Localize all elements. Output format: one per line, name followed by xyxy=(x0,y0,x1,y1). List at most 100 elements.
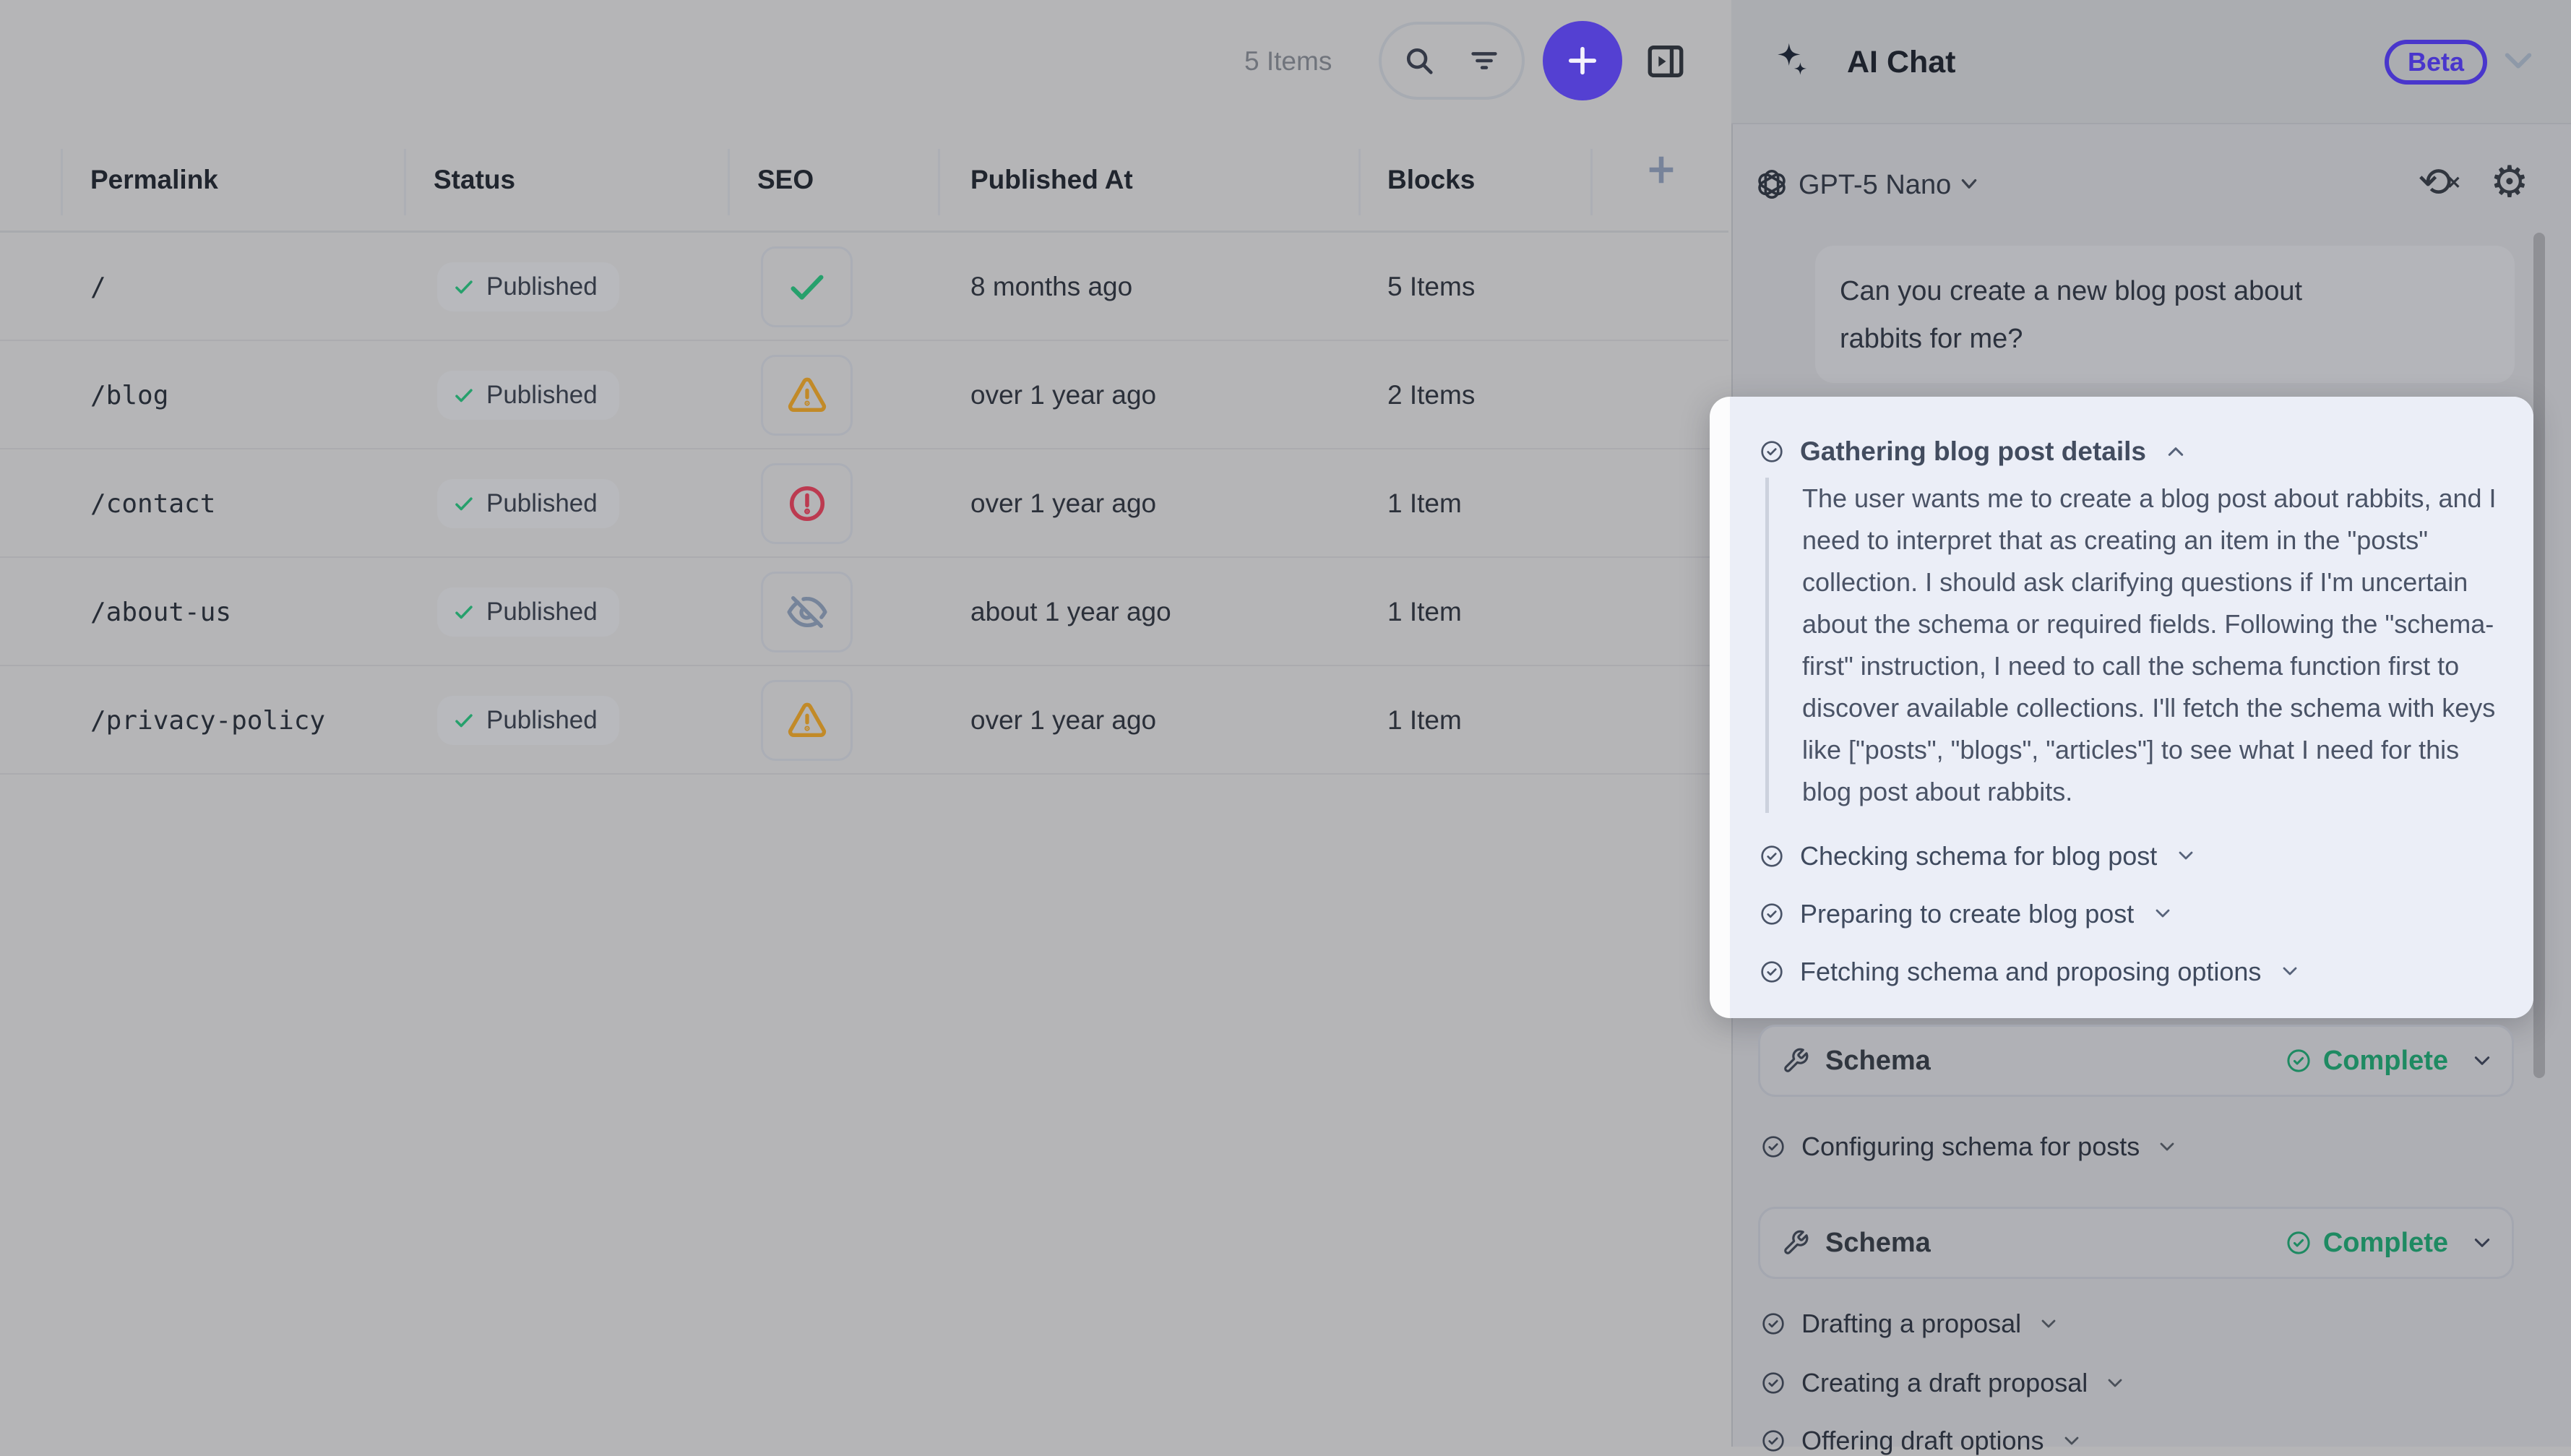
seo-status-hidden[interactable] xyxy=(761,572,853,652)
ai-chat-header xyxy=(1731,0,2571,124)
permalink-cell: /about-us xyxy=(90,597,232,627)
reasoning-step-label: Fetching schema and proposing options xyxy=(1800,957,2262,986)
check-circle-icon xyxy=(2286,1048,2312,1074)
reasoning-step-collapsed[interactable]: Configuring schema for posts xyxy=(1761,1132,2176,1162)
search-icon[interactable] xyxy=(1403,44,1436,77)
check-circle-icon xyxy=(1760,960,1784,984)
alert-circle-icon xyxy=(786,483,828,525)
status-label: Published xyxy=(486,272,598,301)
column-divider xyxy=(1590,149,1593,215)
reasoning-step-collapsed[interactable]: Checking schema for blog post xyxy=(1760,841,2196,871)
blocks-cell: 1 Item xyxy=(1387,488,1462,518)
tool-call-card[interactable]: Schema Complete xyxy=(1758,1207,2514,1279)
reasoning-step-label: Gathering blog post details xyxy=(1800,436,2146,466)
column-header-status[interactable]: Status xyxy=(434,165,516,194)
chevron-down-icon xyxy=(2154,908,2173,921)
check-circle-icon xyxy=(1760,902,1784,926)
chevron-down-icon[interactable] xyxy=(2502,49,2535,72)
chevron-down-icon[interactable] xyxy=(1960,178,1978,191)
reasoning-step-collapsed[interactable]: Preparing to create blog post xyxy=(1760,899,2173,929)
blocks-cell: 5 Items xyxy=(1387,272,1476,301)
table-row[interactable]: /privacy-policy Published over 1 year ag… xyxy=(0,666,1728,775)
sparkles-icon xyxy=(1772,40,1815,85)
check-circle-icon xyxy=(1760,844,1784,869)
column-header-published-at[interactable]: Published At xyxy=(970,165,1133,194)
table-header: Permalink Status SEO Published At Blocks xyxy=(0,134,1728,233)
reasoning-step-collapsed[interactable]: Drafting a proposal xyxy=(1761,1309,2057,1339)
collection-table-area: 5 Items Permalink Statu xyxy=(0,21,1728,775)
reasoning-step-expanded[interactable]: Gathering blog post details xyxy=(1760,436,2185,467)
eye-off-icon xyxy=(786,591,828,633)
column-header-blocks[interactable]: Blocks xyxy=(1387,165,1476,194)
check-circle-icon xyxy=(1761,1429,1786,1453)
clear-history-icon[interactable]: ⟲ ✕ xyxy=(2418,159,2461,204)
blocks-cell: 1 Item xyxy=(1387,705,1462,735)
chevron-down-icon xyxy=(2177,850,2196,863)
add-column-button[interactable] xyxy=(1645,153,1678,186)
reasoning-step-collapsed[interactable]: Offering draft options xyxy=(1761,1426,2080,1456)
seo-status-warning[interactable] xyxy=(761,355,853,436)
column-divider xyxy=(61,149,63,215)
check-circle-icon xyxy=(1761,1311,1786,1336)
tool-name: Schema xyxy=(1825,1045,1931,1076)
seo-status-warning[interactable] xyxy=(761,680,853,761)
column-header-seo[interactable]: SEO xyxy=(757,165,814,194)
reasoning-panel-spotlight: Gathering blog post details The user wan… xyxy=(1710,397,2533,1018)
toggle-side-panel-icon[interactable] xyxy=(1645,40,1687,82)
user-message-bubble: Can you create a new blog post about rab… xyxy=(1815,246,2515,383)
status-badge: Published xyxy=(437,696,619,745)
reasoning-step-collapsed[interactable]: Creating a draft proposal xyxy=(1761,1368,2124,1398)
table-row[interactable]: /blog Published over 1 year ago 2 Items xyxy=(0,341,1728,449)
status-badge: Published xyxy=(437,587,619,637)
reasoning-step-label: Preparing to create blog post xyxy=(1800,899,2135,929)
check-icon xyxy=(453,384,475,406)
check-circle-icon xyxy=(1760,439,1784,464)
chevron-down-icon xyxy=(2281,965,2300,978)
column-divider xyxy=(938,149,940,215)
tool-status: Complete xyxy=(2286,1046,2448,1077)
add-item-button[interactable] xyxy=(1543,21,1622,100)
status-label: Published xyxy=(486,598,598,626)
plus-icon xyxy=(1649,156,1674,184)
warning-triangle-icon xyxy=(786,374,828,416)
chevron-down-icon xyxy=(2158,1141,2176,1153)
model-selector[interactable]: GPT-5 Nano xyxy=(1799,170,1952,200)
status-badge: Published xyxy=(437,371,619,420)
tool-status-label: Complete xyxy=(2322,1045,2448,1076)
tool-status: Complete xyxy=(2286,1228,2448,1259)
column-divider xyxy=(404,149,406,215)
beta-badge: Beta xyxy=(2385,40,2488,85)
check-icon xyxy=(453,493,475,514)
tool-call-card[interactable]: Schema Complete xyxy=(1758,1025,2514,1097)
table-row[interactable]: / Published 8 months ago 5 Items xyxy=(0,233,1728,341)
table-row[interactable]: /about-us Published about 1 year ago xyxy=(0,558,1728,666)
status-label: Published xyxy=(486,489,598,517)
published-at-cell: over 1 year ago xyxy=(970,380,1157,410)
seo-status-pass[interactable] xyxy=(761,246,853,327)
table-row[interactable]: /contact Published over 1 year ago 1 Ite… xyxy=(0,449,1728,558)
openai-logo-icon xyxy=(1755,168,1788,201)
gear-icon[interactable]: ⚙ xyxy=(2490,158,2529,206)
table-rows: / Published 8 months ago 5 Items /blog xyxy=(0,233,1728,775)
chat-scrollbar[interactable] xyxy=(2533,233,2545,1078)
permalink-cell: /blog xyxy=(90,380,169,410)
chevron-down-icon xyxy=(2063,1435,2080,1447)
permalink-cell: / xyxy=(90,272,106,302)
column-header-permalink[interactable]: Permalink xyxy=(90,165,218,194)
status-badge: Published xyxy=(437,479,619,528)
reasoning-step-collapsed[interactable]: Fetching schema and proposing options xyxy=(1760,957,2300,987)
filter-icon[interactable] xyxy=(1468,44,1501,77)
published-at-cell: over 1 year ago xyxy=(970,705,1157,735)
wrench-icon xyxy=(1782,1047,1809,1074)
check-icon xyxy=(453,710,475,731)
reasoning-step-label: Checking schema for blog post xyxy=(1800,841,2158,871)
x-mark: ✕ xyxy=(2446,173,2461,193)
tool-name: Schema xyxy=(1825,1227,1931,1258)
seo-status-error[interactable] xyxy=(761,463,853,544)
published-at-cell: over 1 year ago xyxy=(970,488,1157,518)
reasoning-panel: Gathering blog post details The user wan… xyxy=(1730,397,2533,1018)
published-at-cell: 8 months ago xyxy=(970,272,1133,301)
status-label: Published xyxy=(486,381,598,409)
column-divider xyxy=(728,149,730,215)
reasoning-step-label: Configuring schema for posts xyxy=(1801,1132,2140,1161)
